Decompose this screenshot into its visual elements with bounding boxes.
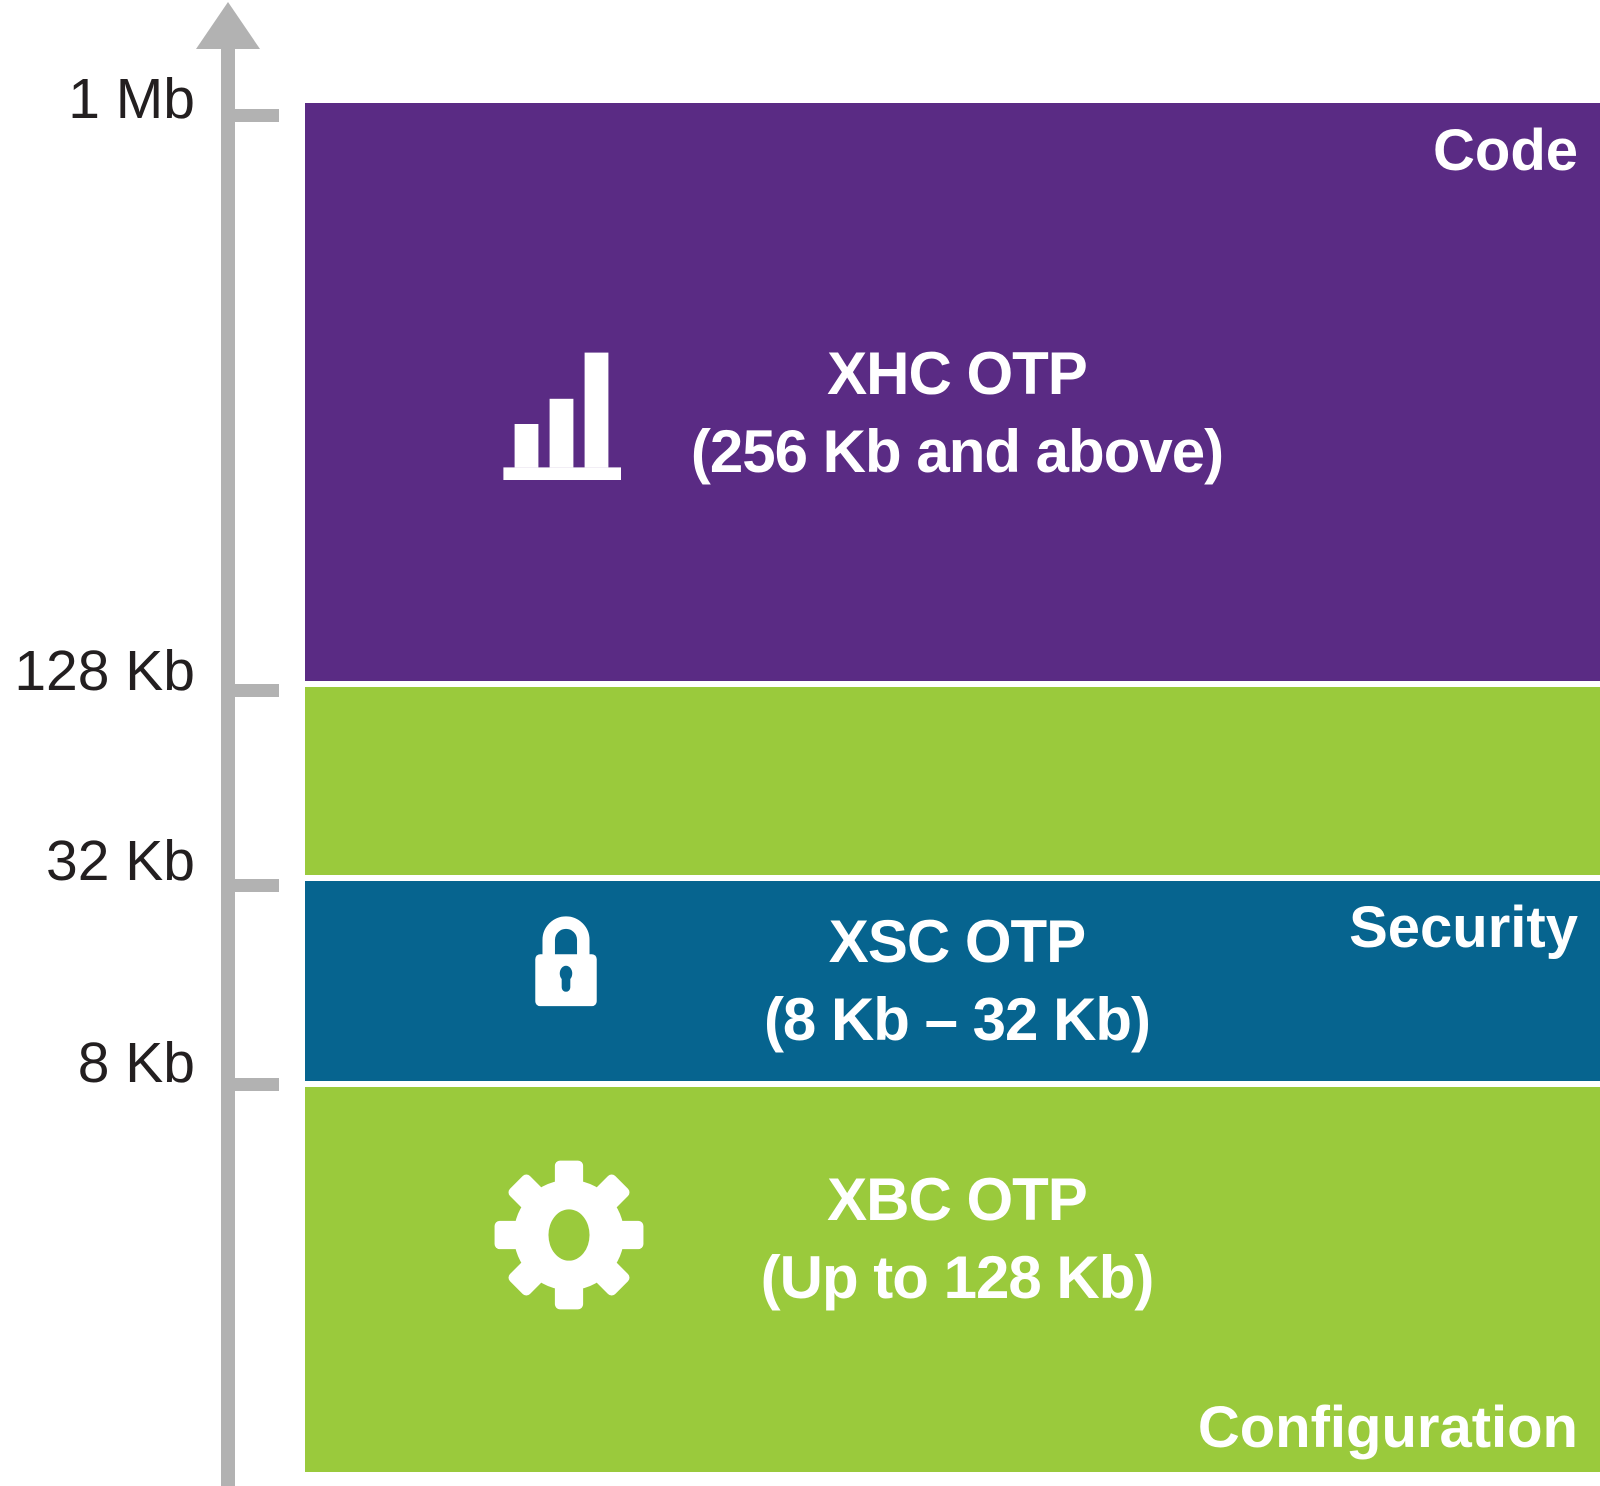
tick-label-128kb: 128 Kb [14, 639, 195, 703]
product-title-xbc: XBC OTP [827, 1166, 1088, 1233]
block-configuration-upper [305, 687, 1600, 875]
configuration-block-text: XBC OTP (Up to 128 Kb) [657, 1161, 1257, 1317]
y-axis-line [221, 42, 235, 1486]
product-title-xsc: XSC OTP [828, 908, 1086, 975]
code-block-text: XHC OTP (256 Kb and above) [657, 335, 1257, 491]
block-code: Code XHC OTP (256 Kb and above) [305, 103, 1600, 681]
axis-arrow-up-icon [196, 2, 260, 49]
block-security: Security XSC OTP (8 Kb – 32 Kb) [305, 881, 1600, 1081]
tick-mark-8kb [221, 1078, 279, 1091]
tick-label-8kb: 8 Kb [77, 1031, 195, 1095]
tick-label-1mb: 1 Mb [68, 67, 195, 131]
tick-mark-32kb [221, 879, 279, 892]
product-range-xsc: (8 Kb – 32 Kb) [763, 986, 1151, 1053]
product-range-xhc: (256 Kb and above) [690, 418, 1224, 485]
tick-mark-1mb [221, 109, 279, 122]
category-label-configuration: Configuration [1197, 1395, 1578, 1460]
product-range-xbc: (Up to 128 Kb) [760, 1244, 1155, 1311]
lock-icon [518, 900, 614, 1027]
product-title-xhc: XHC OTP [827, 340, 1088, 407]
block-configuration: Configuration XBC OTP [305, 1087, 1600, 1472]
category-label-security: Security [1349, 895, 1578, 960]
security-block-text: XSC OTP (8 Kb – 32 Kb) [657, 903, 1257, 1059]
category-label-code: Code [1433, 118, 1578, 183]
gear-icon [492, 1158, 646, 1317]
tick-label-32kb: 32 Kb [46, 829, 195, 893]
bar-chart-icon [502, 340, 642, 485]
tick-mark-128kb [221, 684, 279, 697]
